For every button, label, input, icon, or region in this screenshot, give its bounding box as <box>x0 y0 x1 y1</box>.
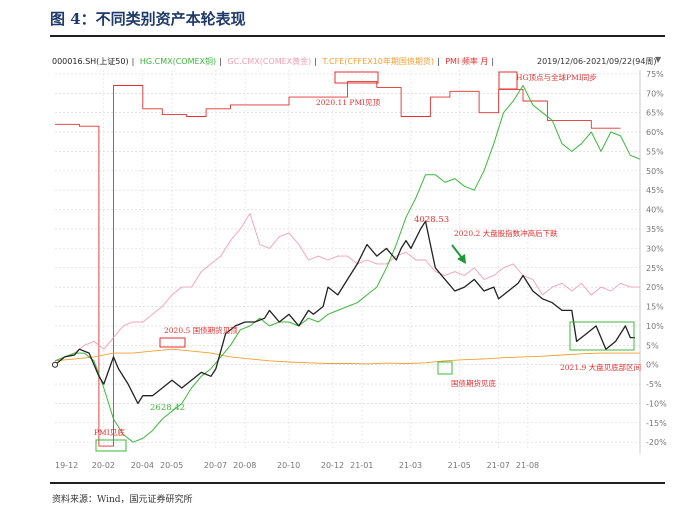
arrow-shaft <box>451 244 463 259</box>
x-tick-label: 21-05 <box>448 461 471 470</box>
legend-separator: | <box>131 57 135 66</box>
title-rule <box>50 35 665 37</box>
y-tick-label: 35% <box>646 225 664 234</box>
y-tick-label: 60% <box>646 128 664 137</box>
bond-top-box <box>159 337 186 348</box>
x-tick-label: 21-08 <box>516 461 539 470</box>
annotation-label: PMI见底 <box>94 427 125 437</box>
y-tick-label: 40% <box>646 206 664 215</box>
annotation-label: HG顶点与全球PMI同步 <box>516 72 597 82</box>
arrow-head-icon <box>457 254 466 264</box>
y-tick-label: 30% <box>646 244 664 253</box>
y-tick-label: 0% <box>646 361 659 370</box>
series-line[interactable] <box>54 348 640 365</box>
y-tick-label: -15% <box>646 419 667 428</box>
y-tick-label: 70% <box>646 89 664 98</box>
x-tick-label: 20-05 <box>160 461 183 470</box>
figure-title: 图 4：不同类别资产本轮表现 <box>50 10 246 28</box>
legend-separator: | <box>314 57 317 66</box>
annotation-label: 4028.53 <box>414 215 449 225</box>
x-tick-label: 20-10 <box>277 461 300 470</box>
legend-item-gold[interactable]: GC.CMX(COMEX黄金) <box>227 57 312 66</box>
legend-item-copper[interactable]: HG.CMX(COMEX铜) <box>139 57 217 66</box>
x-tick-label: 20-07 <box>204 461 227 470</box>
legend-item-pmi[interactable]: PMI 频率 月 <box>445 57 489 66</box>
x-tick-label: 20-02 <box>92 461 115 470</box>
y-tick-label: -20% <box>646 438 667 447</box>
pmi-top-box <box>334 71 379 84</box>
y-tick-label: 55% <box>646 147 664 156</box>
y-tick-label: -10% <box>646 399 667 408</box>
y-tick-label: 75% <box>646 70 664 79</box>
origin-marker <box>52 361 58 368</box>
annotation-label: 2021.9 大盘见底部区间 <box>560 362 641 372</box>
x-tick-label: 21-03 <box>399 461 422 470</box>
y-tick-label: 50% <box>646 167 664 176</box>
chart-legend: 000016.SH(上证50) | HG.CMX(COMEX铜) | GC.CMX(… <box>52 56 497 67</box>
series-line[interactable] <box>54 85 641 443</box>
y-tick-label: -5% <box>646 380 662 389</box>
chart-canvas: 75% 70% 65% 60% 55% 50% 45% 40% 35% 30% 25% 20% 15% 1… <box>52 70 667 470</box>
x-tick-label: 20-04 <box>131 461 154 470</box>
source-rule <box>50 482 665 484</box>
y-tick-label: 10% <box>646 322 664 331</box>
x-tick-label: 19-12 <box>55 461 78 470</box>
date-range[interactable]: 2019/12/06-2021/09/22(94周) <box>537 57 657 66</box>
x-tick-label: 20-12 <box>321 461 344 470</box>
x-tick-label: 21-07 <box>487 461 510 470</box>
annotation-label: 2020.11 PMI见顶 <box>316 98 381 107</box>
bond-bottom-box <box>437 361 453 375</box>
pmi-bottom-box <box>95 439 127 452</box>
index-bottom-box <box>569 321 635 351</box>
x-tick-label: 21-01 <box>350 461 373 470</box>
y-tick-label: 65% <box>646 109 664 118</box>
y-tick-label: 25% <box>646 264 664 273</box>
series-line[interactable] <box>55 81 621 447</box>
y-tick-label: 45% <box>646 186 664 195</box>
chevron-down-icon[interactable]: ▼ <box>655 55 662 64</box>
legend-separator: | <box>491 57 495 66</box>
y-tick-label: 20% <box>646 283 664 292</box>
y-tick-label: 15% <box>646 303 664 312</box>
annotation-label: 2020.5 国债期货见顶 <box>164 325 238 335</box>
legend-item-bond-futures[interactable]: T.CFE(CFFEX10年期国债期货) <box>322 57 434 66</box>
legend-separator: | <box>436 57 440 66</box>
hg-top-box <box>498 71 518 90</box>
source-note: 资料来源：Wind，国元证券研究所 <box>52 495 193 505</box>
series-line[interactable] <box>54 213 640 362</box>
series-line[interactable] <box>54 220 636 405</box>
legend-item-sse50[interactable]: 000016.SH(上证50) <box>52 57 129 66</box>
annotation-label: 2020.2 大盘股指数冲高后下跌 <box>454 228 558 238</box>
legend-separator: | <box>219 57 222 66</box>
x-tick-label: 20-08 <box>233 461 256 470</box>
y-tick-label: 5% <box>646 341 659 350</box>
annotation-label: 2628.42 <box>150 403 185 413</box>
annotation-label: 国债期货见底 <box>451 378 496 388</box>
